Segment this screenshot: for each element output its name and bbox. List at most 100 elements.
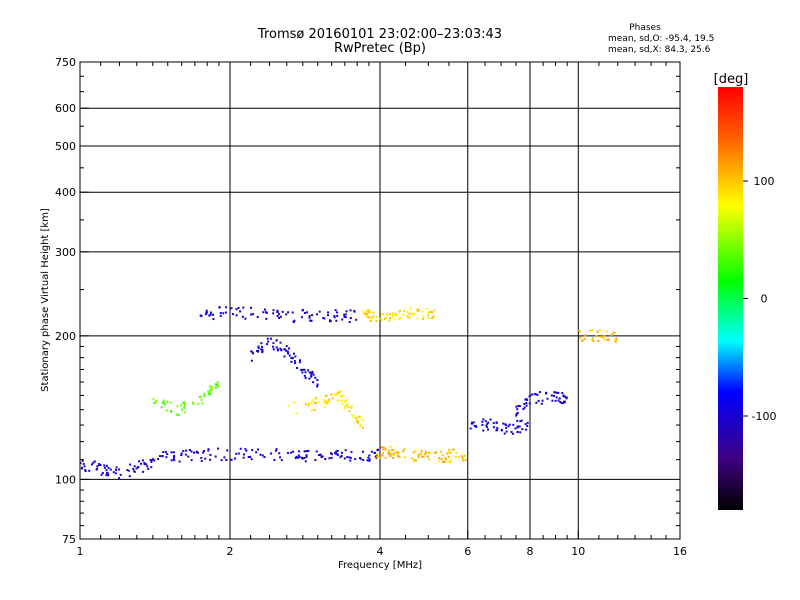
data-point-719: [523, 402, 526, 405]
data-point-579: [357, 415, 360, 418]
data-point-507: [455, 451, 458, 454]
data-point-94: [220, 459, 223, 462]
x-tick-label-1: 2: [227, 545, 234, 558]
data-point-211: [218, 306, 221, 309]
data-point-297: [261, 351, 264, 354]
data-point-60: [150, 460, 153, 463]
data-point-455: [390, 453, 393, 456]
data-point-348: [311, 370, 314, 373]
data-point-225: [244, 317, 247, 320]
data-point-48: [133, 470, 136, 473]
data-point-488: [427, 451, 430, 454]
data-point-130: [298, 450, 301, 453]
data-point-378: [391, 315, 394, 318]
data-point-467: [392, 456, 395, 459]
data-point-141: [280, 459, 283, 462]
data-point-266: [303, 312, 306, 315]
data-point-694: [511, 432, 514, 435]
data-point-345: [312, 373, 315, 376]
data-point-192: [373, 451, 376, 454]
data-point-264: [316, 313, 319, 316]
y-tick-label-3: 300: [55, 246, 76, 259]
data-point-311: [272, 348, 275, 351]
data-point-604: [162, 402, 165, 405]
data-point-270: [336, 311, 339, 314]
data-point-651: [482, 429, 485, 432]
data-point-603: [163, 403, 166, 406]
data-point-625: [181, 408, 184, 411]
data-point-125: [237, 452, 240, 455]
data-point-237: [287, 311, 290, 314]
data-point-395: [393, 314, 396, 317]
data-point-344: [310, 374, 313, 377]
data-point-159: [328, 457, 331, 460]
data-point-599: [180, 404, 183, 407]
data-point-727: [531, 393, 534, 396]
data-point-402: [399, 317, 402, 320]
data-point-720: [540, 402, 543, 405]
data-point-329: [288, 354, 291, 357]
data-point-590: [352, 414, 355, 417]
data-point-210: [222, 312, 225, 315]
data-point-733: [536, 393, 539, 396]
data-point-764: [591, 337, 594, 340]
data-point-304: [261, 348, 264, 351]
data-point-33: [106, 472, 109, 475]
data-point-748: [559, 401, 562, 404]
data-point-353: [316, 379, 319, 382]
data-point-138: [275, 448, 278, 451]
data-point-284: [333, 316, 336, 319]
data-point-371: [367, 311, 370, 314]
data-point-248: [281, 310, 284, 313]
data-point-61: [166, 453, 169, 456]
data-point-607: [165, 409, 168, 412]
data-point-528: [307, 404, 310, 407]
y-tick-label-0: 75: [62, 533, 76, 546]
data-point-667: [502, 422, 505, 425]
data-point-457: [402, 448, 405, 451]
data-point-558: [341, 394, 344, 397]
data-point-27: [115, 469, 118, 472]
data-point-58: [153, 459, 156, 462]
data-point-52: [137, 465, 140, 468]
data-point-780: [610, 334, 613, 337]
data-point-487: [433, 452, 436, 455]
data-point-17: [84, 470, 87, 473]
data-point-73: [180, 452, 183, 455]
data-point-277: [341, 318, 344, 321]
data-point-113: [259, 453, 262, 456]
data-point-119: [263, 456, 266, 459]
data-point-287: [345, 310, 348, 313]
data-point-440: [374, 457, 377, 460]
data-point-127: [292, 450, 295, 453]
data-point-100: [202, 449, 205, 452]
data-point-498: [445, 458, 448, 461]
data-point-681: [507, 425, 510, 428]
data-point-56: [165, 456, 168, 459]
data-point-675: [492, 426, 495, 429]
data-point-49: [135, 467, 138, 470]
data-point-458: [390, 448, 393, 451]
data-point-530: [295, 412, 298, 415]
colorbar-ticks: 100 0 -100: [743, 175, 776, 423]
data-point-244: [300, 316, 303, 319]
data-point-570: [343, 405, 346, 408]
data-point-420: [432, 315, 435, 318]
data-point-143: [298, 456, 301, 459]
data-point-531: [315, 397, 318, 400]
data-point-302: [252, 352, 255, 355]
data-point-638: [216, 381, 219, 384]
data-point-174: [336, 453, 339, 456]
data-point-243: [276, 310, 279, 313]
data-point-57: [157, 458, 160, 461]
data-point-381: [379, 317, 382, 320]
data-point-663: [481, 423, 484, 426]
data-point-350: [316, 385, 319, 388]
data-point-388: [388, 313, 391, 316]
data-point-744: [557, 391, 560, 394]
data-point-282: [344, 313, 347, 316]
data-point-386: [380, 319, 383, 322]
data-point-232: [242, 306, 245, 309]
data-point-422: [429, 310, 432, 313]
data-point-783: [614, 339, 617, 342]
